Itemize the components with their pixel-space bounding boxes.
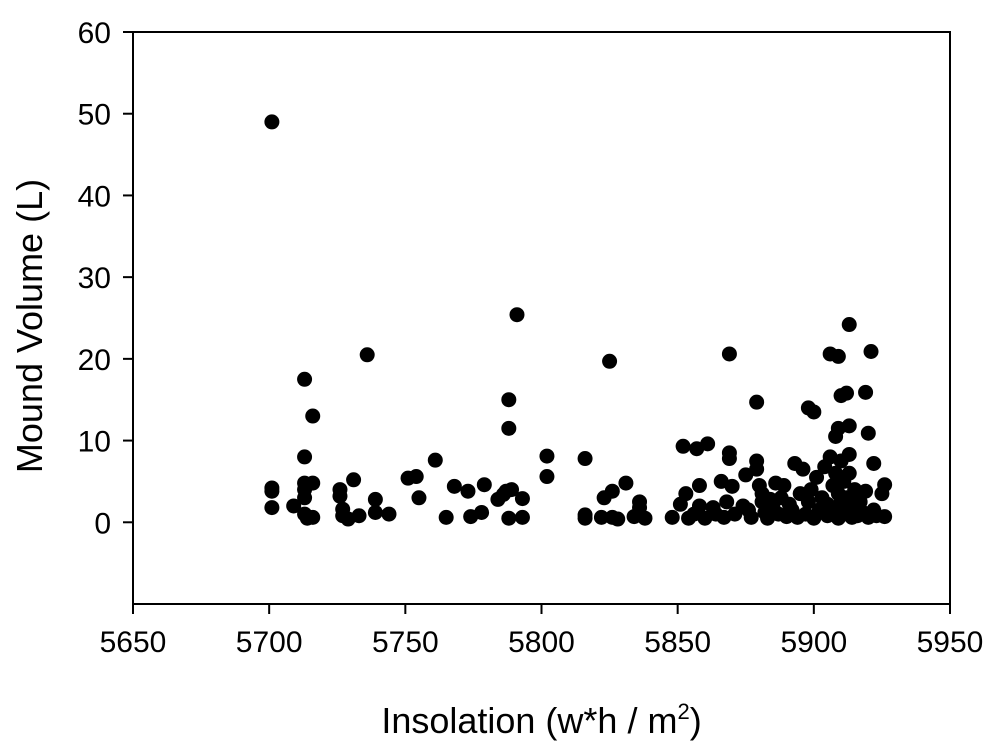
data-point (264, 500, 280, 516)
data-point (839, 385, 855, 401)
data-point (476, 477, 492, 493)
data-point (264, 483, 280, 499)
y-tick-label: 30 (78, 262, 111, 295)
data-point (305, 475, 321, 491)
data-point (427, 452, 443, 468)
data-point (858, 384, 874, 400)
data-point (504, 482, 520, 498)
data-point (678, 486, 694, 502)
data-point (509, 307, 525, 323)
plot-area (264, 114, 893, 527)
x-tick-label: 5850 (644, 626, 711, 659)
y-tick-label: 20 (78, 344, 111, 377)
x-axis-title-superscript: 2 (677, 699, 689, 724)
data-point (858, 483, 874, 499)
data-point (664, 509, 680, 525)
data-point (539, 469, 555, 485)
data-point (297, 371, 313, 387)
data-point (514, 491, 530, 507)
data-point (501, 510, 517, 526)
data-point (691, 498, 707, 514)
y-tick-label: 60 (78, 17, 111, 50)
x-tick-label: 5650 (100, 626, 167, 659)
data-point (637, 510, 653, 526)
data-point (795, 461, 811, 477)
data-point (724, 478, 740, 494)
data-point (721, 346, 737, 362)
data-point (297, 490, 313, 506)
data-point (803, 482, 819, 498)
data-point (286, 498, 302, 514)
data-point (501, 420, 517, 436)
data-point (691, 478, 707, 494)
data-point (860, 425, 876, 441)
y-tick-label: 50 (78, 99, 111, 132)
data-point (800, 494, 816, 510)
data-point (359, 347, 375, 363)
data-point (841, 418, 857, 434)
data-point (305, 408, 321, 424)
data-point (460, 483, 476, 499)
data-point (719, 494, 735, 510)
data-point (806, 404, 822, 420)
data-point (602, 353, 618, 369)
data-point (332, 488, 348, 504)
data-point (877, 477, 893, 493)
data-point (749, 394, 765, 410)
y-tick-label: 10 (78, 426, 111, 459)
data-point (721, 451, 737, 467)
y-tick-label: 0 (94, 507, 111, 540)
x-tick-label: 5950 (917, 626, 984, 659)
data-point (381, 506, 397, 522)
data-point (877, 509, 893, 525)
data-point (367, 504, 383, 520)
data-point (438, 509, 454, 525)
data-point (264, 114, 280, 130)
data-point (841, 446, 857, 462)
data-point (446, 478, 462, 494)
data-point (351, 508, 367, 524)
data-point (604, 483, 620, 499)
data-point (593, 509, 609, 525)
data-point (577, 510, 593, 526)
data-point (474, 504, 490, 520)
data-point (297, 449, 313, 465)
data-point (408, 469, 424, 485)
x-axis-title-main: Insolation (w*h / m (381, 700, 677, 741)
x-tick-label: 5800 (508, 626, 575, 659)
data-point (367, 491, 383, 507)
y-tick-label: 40 (78, 180, 111, 213)
data-point (863, 344, 879, 360)
data-point (749, 461, 765, 477)
data-point (539, 448, 555, 464)
x-tick-label: 5750 (372, 626, 439, 659)
data-point (514, 509, 530, 525)
y-axis-title: Mound Volume (L) (9, 179, 50, 473)
data-point (743, 509, 759, 525)
x-tick-label: 5700 (236, 626, 303, 659)
data-point (305, 509, 321, 525)
data-point (841, 317, 857, 333)
data-point (809, 469, 825, 485)
data-point (830, 348, 846, 364)
data-point (411, 490, 427, 506)
data-point (776, 478, 792, 494)
x-tick-label: 5900 (780, 626, 847, 659)
data-point (577, 451, 593, 467)
data-point (841, 465, 857, 481)
data-point (675, 438, 691, 454)
data-point (610, 511, 626, 527)
x-axis-title-suffix: ) (690, 700, 702, 741)
axis-ticks: 5650 5700 5750 5800 5850 5900 5950 0 10 20 30 40 50 6… (78, 17, 984, 659)
data-point (700, 436, 716, 452)
data-point (618, 475, 634, 491)
data-point (346, 472, 362, 488)
data-point (866, 455, 882, 471)
x-axis-title: Insolation (w*h / m2) (381, 699, 701, 741)
data-point (501, 392, 517, 408)
